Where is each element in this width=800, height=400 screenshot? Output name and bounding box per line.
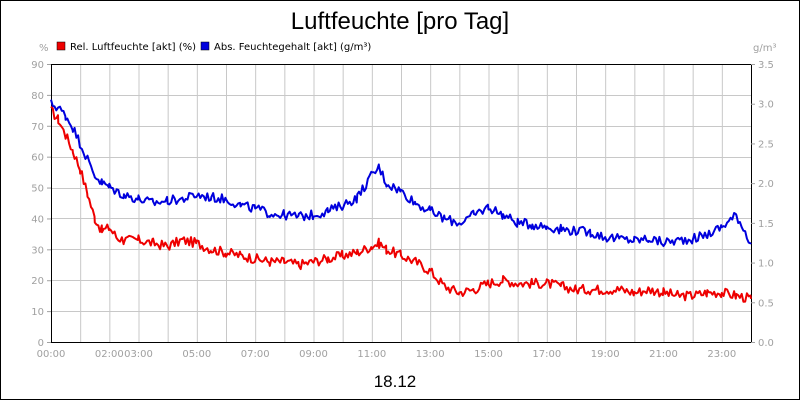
x-tick-label: 13:00: [416, 349, 445, 360]
x-tick-label: 23:00: [707, 349, 736, 360]
right-tick-label: 1.5: [758, 219, 774, 230]
series-lines: [50, 99, 752, 303]
x-tick-label: 03:00: [124, 349, 153, 360]
axes: [51, 64, 752, 343]
right-tick-label: 2.0: [758, 179, 774, 190]
tick-labels: 0 10 20 30 40 50 60 70 80 90 0.0 0.5 1.0 1.5 2.0 2.5 3.0…: [31, 60, 774, 360]
left-tick-label: 0: [38, 338, 44, 349]
right-tick-label: 1.0: [758, 259, 774, 270]
left-tick-label: 30: [31, 245, 44, 256]
legend-swatch: [56, 41, 66, 51]
plot-border: [51, 64, 752, 343]
x-tick-label: 05:00: [182, 349, 211, 360]
date-label: 18.12: [374, 372, 417, 391]
legend-swatch: [200, 41, 210, 51]
right-tick-label: 2.5: [758, 139, 774, 150]
left-axis-unit: %: [39, 43, 49, 54]
series-line-absolute-humidity: [50, 99, 752, 248]
left-tick-label: 20: [31, 276, 44, 287]
legend: Rel. Luftfeuchte [akt] (%) Abs. Feuchtege…: [56, 41, 371, 53]
x-tick-label: 11:00: [357, 349, 386, 360]
right-tick-label: 0.5: [758, 298, 774, 309]
x-tick-label: 02:00: [95, 349, 124, 360]
left-tick-label: 90: [31, 60, 44, 71]
left-tick-label: 70: [31, 122, 44, 133]
left-tick-label: 80: [31, 91, 44, 102]
right-axis-unit: g/m³: [753, 43, 776, 54]
left-tick-label: 60: [31, 153, 44, 164]
x-tick-label: 19:00: [591, 349, 620, 360]
x-tick-label: 15:00: [474, 349, 503, 360]
x-tick-label: 09:00: [299, 349, 328, 360]
right-tick-label: 0.0: [758, 338, 774, 349]
right-tick-label: 3.5: [758, 60, 774, 71]
x-tick-label: 07:00: [241, 349, 270, 360]
legend-label: Rel. Luftfeuchte [akt] (%): [70, 42, 196, 53]
x-tick-label: 21:00: [649, 349, 678, 360]
left-tick-label: 50: [31, 184, 44, 195]
x-tick-label: 17:00: [532, 349, 561, 360]
legend-label: Abs. Feuchtegehalt [akt] (g/m³): [214, 42, 371, 53]
left-tick-label: 10: [31, 307, 44, 318]
chart-title: Luftfeuchte [pro Tag]: [291, 8, 509, 35]
x-tick-label: 00:00: [37, 349, 66, 360]
series-line-relative-humidity: [50, 105, 752, 303]
left-tick-label: 40: [31, 214, 44, 225]
right-tick-label: 3.0: [758, 100, 774, 111]
